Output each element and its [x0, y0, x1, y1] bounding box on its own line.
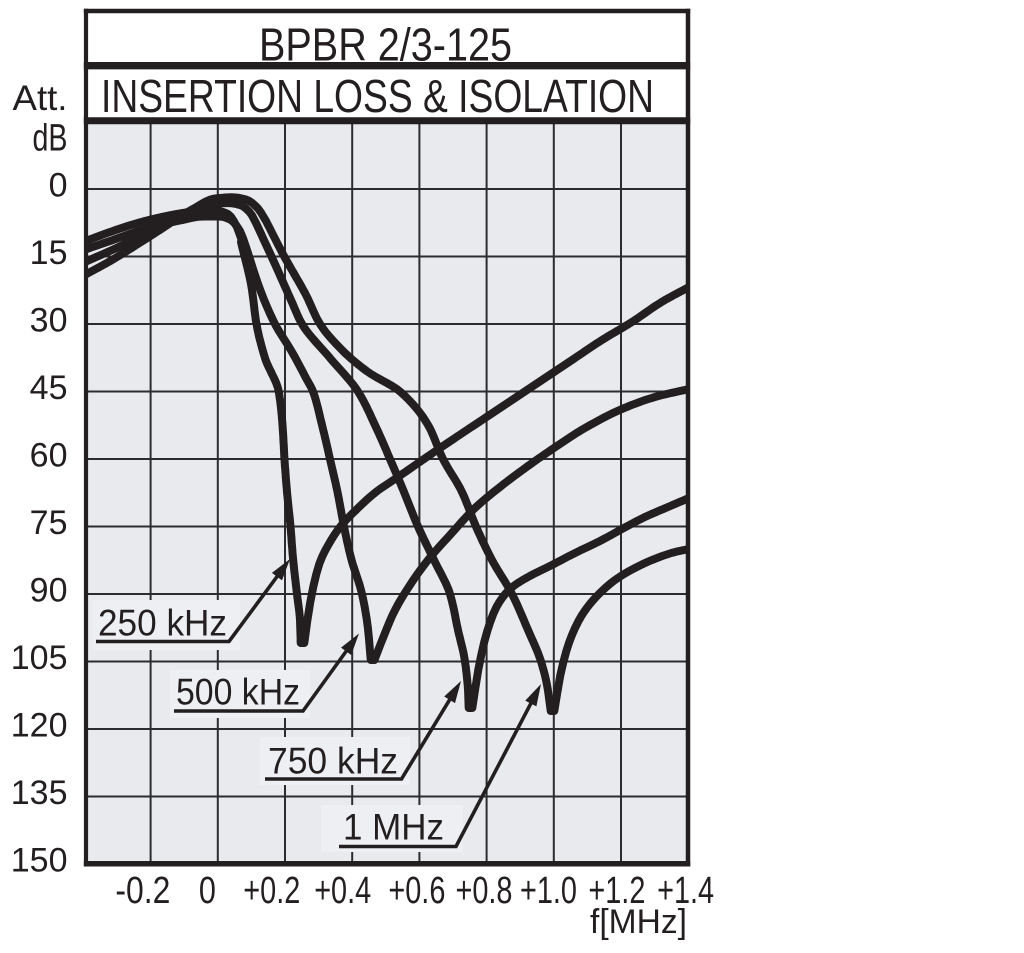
svg-text:15: 15	[30, 234, 68, 272]
svg-text:75: 75	[30, 504, 68, 542]
svg-text:+1.4: +1.4	[657, 870, 714, 912]
svg-text:45: 45	[30, 369, 68, 407]
svg-text:+0.4: +0.4	[314, 870, 371, 912]
svg-text:30: 30	[30, 301, 68, 339]
svg-text:500 kHz: 500 kHz	[176, 672, 300, 713]
svg-text:750 kHz: 750 kHz	[268, 741, 398, 782]
svg-text:+1.2: +1.2	[588, 870, 645, 912]
svg-text:+0.8: +0.8	[456, 870, 513, 912]
svg-text:1 MHz: 1 MHz	[343, 807, 444, 848]
svg-text:INSERTION LOSS & ISOLATION: INSERTION LOSS & ISOLATION	[101, 70, 654, 122]
svg-text:135: 135	[11, 774, 68, 812]
svg-text:f[MHz]: f[MHz]	[590, 903, 687, 941]
svg-text:0: 0	[49, 166, 68, 204]
svg-text:105: 105	[11, 639, 68, 677]
svg-text:+0.6: +0.6	[388, 870, 445, 912]
svg-text:Att.: Att.	[13, 79, 68, 118]
svg-text:120: 120	[11, 706, 68, 744]
svg-text:0: 0	[199, 870, 216, 912]
svg-text:150: 150	[11, 841, 68, 879]
svg-text:250 kHz: 250 kHz	[98, 603, 227, 644]
svg-text:+0.2: +0.2	[243, 870, 300, 912]
svg-text:BPBR 2/3-125: BPBR 2/3-125	[259, 19, 512, 71]
svg-text:+1.0: +1.0	[520, 870, 577, 912]
svg-text:90: 90	[30, 571, 68, 609]
svg-text:60: 60	[30, 436, 68, 474]
svg-text:dB: dB	[33, 118, 68, 160]
svg-text:-0.2: -0.2	[115, 870, 170, 912]
